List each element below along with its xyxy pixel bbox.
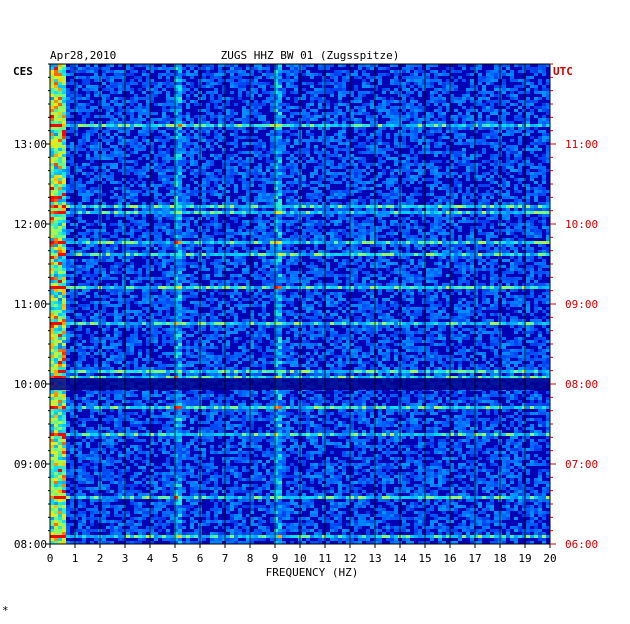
y-left-tick-label: 08:00 — [14, 538, 47, 551]
x-tick-label: 11 — [318, 552, 331, 565]
y-right-tick-label: 11:00 — [565, 138, 598, 151]
x-axis-title: FREQUENCY (HZ) — [266, 566, 359, 579]
chart-title: ZUGS HHZ BW 01 (Zugsspitze) — [221, 49, 400, 62]
x-tick-label: 4 — [147, 552, 154, 565]
x-tick-label: 17 — [468, 552, 481, 565]
x-tick-label: 14 — [393, 552, 407, 565]
x-tick-label: 9 — [272, 552, 279, 565]
x-tick-labels: 0 1 2 3 4 5 6 7 8 9 10 11 12 13 14 15 16 17 18 19 20 — [47, 552, 557, 565]
x-tick-label: 8 — [247, 552, 254, 565]
x-tick-label: 20 — [543, 552, 556, 565]
x-tick-label: 19 — [518, 552, 531, 565]
x-tick-label: 16 — [443, 552, 456, 565]
x-tick-label: 15 — [418, 552, 431, 565]
y-right-tick-labels: 11:00 10:00 09:00 08:00 07:00 06:00 — [565, 138, 598, 551]
y-left-tick-label: 13:00 — [14, 138, 47, 151]
y-left-tick-label: 09:00 — [14, 458, 47, 471]
right-timezone-label: UTC — [553, 65, 573, 78]
footer-mark: * — [2, 604, 9, 617]
x-tick-label: 10 — [293, 552, 306, 565]
frequency-grid — [74, 64, 526, 544]
x-tick-label: 6 — [197, 552, 204, 565]
y-right-tick-label: 07:00 — [565, 458, 598, 471]
x-tick-label: 1 — [72, 552, 79, 565]
left-timezone-label: CES — [13, 65, 33, 78]
y-right-tick-label: 09:00 — [565, 298, 598, 311]
x-tick-label: 12 — [343, 552, 356, 565]
y-left-tick-label: 10:00 — [14, 378, 47, 391]
date-label: Apr28,2010 — [50, 49, 116, 62]
y-right-tick-label: 06:00 — [565, 538, 598, 551]
x-tick-label: 3 — [122, 552, 129, 565]
y-left-tick-label: 11:00 — [14, 298, 47, 311]
x-tick-label: 18 — [493, 552, 506, 565]
y-left-tick-labels: 13:00 12:00 11:00 10:00 09:00 08:00 — [14, 138, 47, 551]
y-left-tick-label: 12:00 — [14, 218, 47, 231]
axis-ticks — [46, 63, 556, 548]
y-right-tick-label: 08:00 — [565, 378, 598, 391]
x-tick-label: 5 — [172, 552, 179, 565]
x-tick-label: 7 — [222, 552, 229, 565]
x-tick-label: 0 — [47, 552, 54, 565]
x-tick-label: 2 — [97, 552, 104, 565]
x-tick-label: 13 — [368, 552, 381, 565]
y-right-tick-label: 10:00 — [565, 218, 598, 231]
